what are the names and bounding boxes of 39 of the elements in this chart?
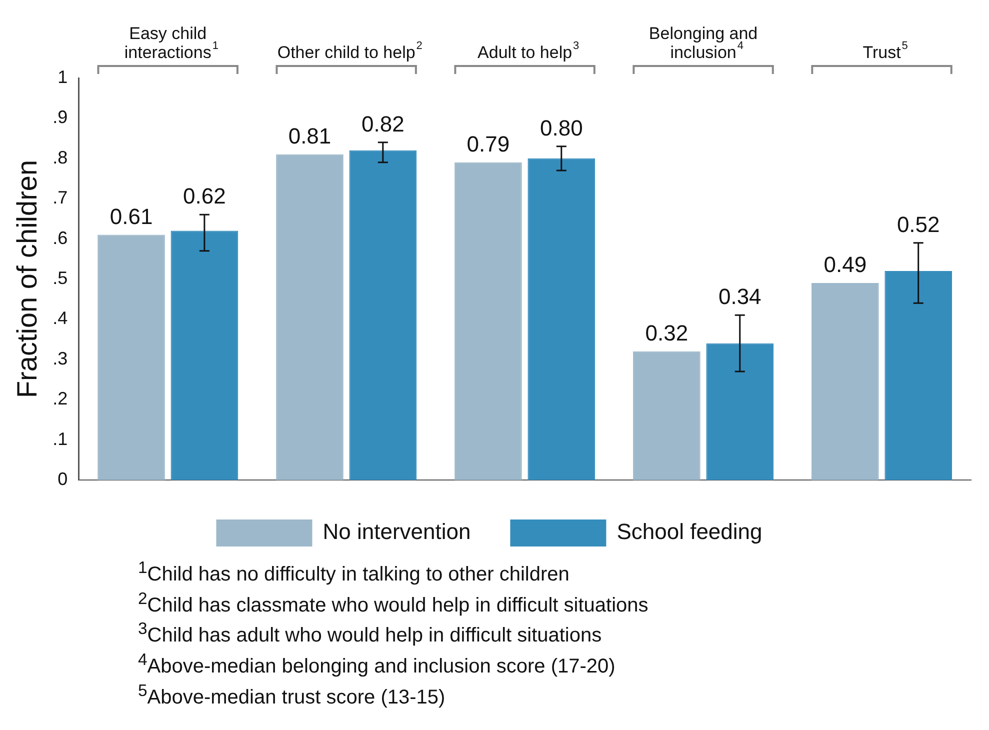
bar	[633, 351, 700, 480]
bar	[454, 162, 522, 480]
y-tick-label: 1	[58, 66, 68, 87]
y-tick-label: .9	[52, 107, 68, 128]
data-label: 0.81	[288, 123, 332, 148]
data-label: 0.32	[645, 320, 688, 346]
bar	[706, 343, 774, 480]
bar	[528, 158, 596, 480]
text: $^{3}$Child has adult who would help in difficult situations	[138, 618, 603, 648]
bar	[98, 234, 165, 480]
text: $^{2}$Child has classmate who would help in difficult situations	[138, 588, 650, 618]
bar	[349, 150, 417, 480]
data-label: 0.52	[896, 212, 940, 237]
y-tick-label: .1	[52, 428, 68, 449]
y-tick-label: .6	[52, 228, 68, 248]
y-tick-label: .7	[52, 188, 68, 208]
data-label: 0.62	[183, 184, 226, 209]
data-label: 0.49	[824, 252, 867, 278]
text: $^{4}$Above-median belonging and inclusion score (17-20)	[138, 648, 616, 679]
bar	[812, 283, 879, 480]
y-axis-title: Fraction of children	[12, 160, 43, 398]
text: $^{1}$Child has no difficulty in talking to other children	[138, 557, 570, 587]
data-label: 0.61	[110, 204, 153, 229]
y-tick-label: 0	[58, 468, 68, 489]
data-label: 0.80	[540, 115, 583, 140]
y-tick-label: .2	[52, 388, 68, 409]
y-tick-label: .3	[52, 348, 68, 368]
data-label: 0.34	[718, 284, 762, 310]
data-label: 0.82	[362, 111, 404, 136]
y-tick-label: .4	[52, 308, 68, 328]
bar	[170, 230, 238, 480]
text: $^{5}$Above-median trust score (13-15)	[138, 680, 446, 710]
bar	[276, 154, 344, 480]
y-tick-label: .5	[52, 268, 68, 288]
data-label: 0.79	[466, 131, 510, 156]
legend-label: School feeding	[616, 519, 762, 544]
bar	[884, 270, 952, 480]
legend-label: No intervention	[322, 519, 471, 544]
y-tick-label: .8	[52, 147, 68, 168]
